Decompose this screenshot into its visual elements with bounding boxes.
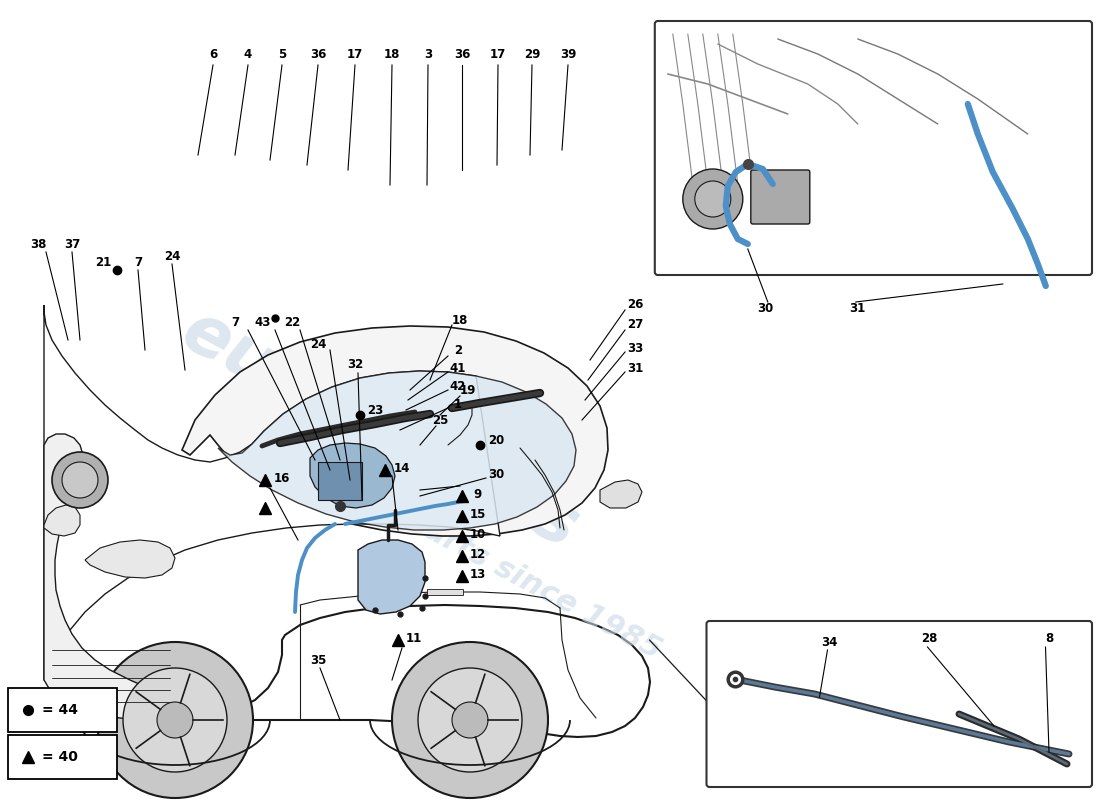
Text: 2: 2 <box>454 343 462 357</box>
Text: 19: 19 <box>460 383 476 397</box>
Polygon shape <box>182 326 608 536</box>
Text: 21: 21 <box>95 255 111 269</box>
Text: 5: 5 <box>278 49 286 62</box>
Text: 30: 30 <box>488 469 504 482</box>
Text: 14: 14 <box>394 462 410 474</box>
Polygon shape <box>310 443 395 508</box>
Text: 18: 18 <box>384 49 400 62</box>
Text: 42: 42 <box>450 379 466 393</box>
Text: 17: 17 <box>346 49 363 62</box>
Text: 7: 7 <box>231 315 239 329</box>
Text: 8: 8 <box>1045 633 1054 646</box>
Text: 29: 29 <box>524 49 540 62</box>
Text: 34: 34 <box>822 635 838 649</box>
Text: 31: 31 <box>627 362 644 374</box>
Text: 41: 41 <box>450 362 466 374</box>
Text: 4: 4 <box>244 49 252 62</box>
Text: 38: 38 <box>30 238 46 251</box>
Text: 22: 22 <box>284 315 300 329</box>
Polygon shape <box>218 371 576 530</box>
Circle shape <box>418 668 522 772</box>
Text: 24: 24 <box>310 338 327 351</box>
Text: 36: 36 <box>454 49 470 62</box>
Polygon shape <box>45 605 650 737</box>
Text: 32: 32 <box>346 358 363 371</box>
Text: eurospares: eurospares <box>170 298 590 562</box>
Polygon shape <box>44 434 175 720</box>
Text: 39: 39 <box>560 49 576 62</box>
FancyBboxPatch shape <box>654 21 1092 275</box>
Text: 17: 17 <box>490 49 506 62</box>
Text: 43: 43 <box>255 315 272 329</box>
Polygon shape <box>44 305 501 680</box>
Text: 24: 24 <box>164 250 180 262</box>
Polygon shape <box>318 462 362 500</box>
Text: 36: 36 <box>310 49 327 62</box>
Circle shape <box>695 181 730 217</box>
Text: 11: 11 <box>406 631 422 645</box>
Circle shape <box>52 452 108 508</box>
Circle shape <box>683 169 743 229</box>
Text: a passion for parts since 1985: a passion for parts since 1985 <box>194 395 667 665</box>
Circle shape <box>157 702 192 738</box>
Circle shape <box>452 702 488 738</box>
Text: 20: 20 <box>488 434 504 446</box>
Polygon shape <box>85 540 175 578</box>
Text: 12: 12 <box>470 547 486 561</box>
FancyBboxPatch shape <box>8 688 117 732</box>
Bar <box>427 589 463 595</box>
Text: 16: 16 <box>274 471 290 485</box>
Text: 28: 28 <box>922 633 937 646</box>
Text: 33: 33 <box>627 342 644 354</box>
Text: 9: 9 <box>474 487 482 501</box>
Text: 15: 15 <box>470 507 486 521</box>
Text: 6: 6 <box>209 49 217 62</box>
FancyBboxPatch shape <box>751 170 810 224</box>
Polygon shape <box>358 540 425 614</box>
Text: 10: 10 <box>470 527 486 541</box>
Text: 30: 30 <box>758 302 774 315</box>
Circle shape <box>62 462 98 498</box>
FancyBboxPatch shape <box>706 621 1092 787</box>
Text: 25: 25 <box>432 414 448 426</box>
Text: 37: 37 <box>64 238 80 251</box>
Text: 23: 23 <box>367 403 383 417</box>
Text: 1: 1 <box>454 398 462 410</box>
Text: 27: 27 <box>627 318 644 331</box>
Circle shape <box>97 642 253 798</box>
Polygon shape <box>600 480 642 508</box>
Text: 26: 26 <box>627 298 644 311</box>
Circle shape <box>392 642 548 798</box>
Text: = 44: = 44 <box>42 703 78 717</box>
FancyBboxPatch shape <box>8 735 117 779</box>
Text: 7: 7 <box>134 255 142 269</box>
Text: = 40: = 40 <box>42 750 78 764</box>
Text: 13: 13 <box>470 567 486 581</box>
Circle shape <box>123 668 227 772</box>
Text: 18: 18 <box>452 314 469 326</box>
Text: 35: 35 <box>310 654 327 666</box>
Polygon shape <box>44 505 80 536</box>
Text: 3: 3 <box>424 49 432 62</box>
Text: 31: 31 <box>849 302 866 315</box>
